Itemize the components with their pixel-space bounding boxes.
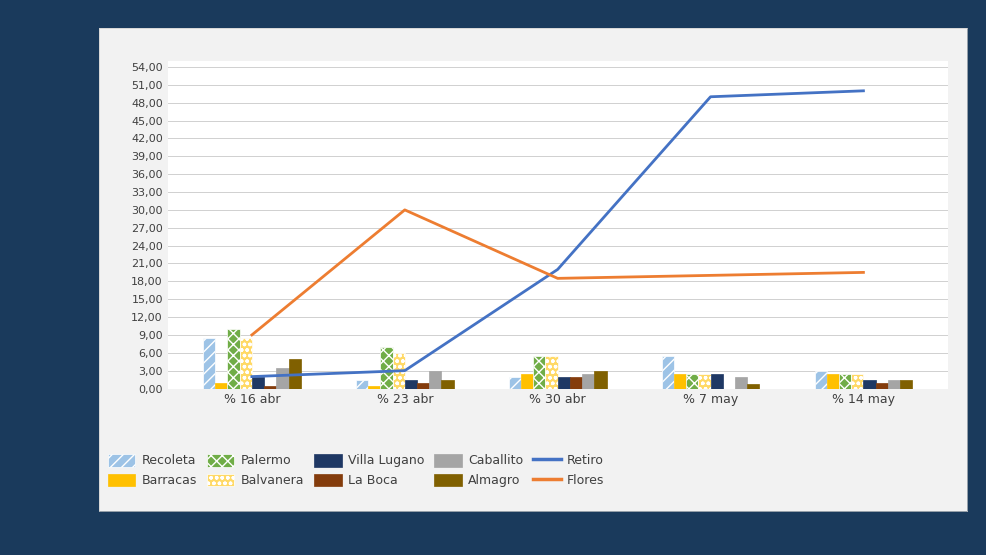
Bar <box>521 374 532 388</box>
Bar <box>813 371 826 388</box>
Bar <box>838 374 850 388</box>
Bar <box>227 329 240 388</box>
Bar <box>356 380 368 388</box>
Bar <box>875 382 887 388</box>
Bar <box>673 374 685 388</box>
Bar <box>441 380 454 388</box>
Bar <box>404 380 416 388</box>
Bar <box>569 377 582 388</box>
Bar <box>416 382 429 388</box>
Bar <box>887 380 899 388</box>
Bar <box>392 353 404 388</box>
Legend: Recoleta, Barracas, Palermo, Balvanera, Villa Lugano, La Boca, Caballito, Almagr: Recoleta, Barracas, Palermo, Balvanera, … <box>107 453 603 487</box>
Bar <box>203 338 215 388</box>
Bar <box>710 374 722 388</box>
Bar <box>276 367 288 388</box>
Bar <box>582 374 594 388</box>
Bar <box>685 374 698 388</box>
Bar <box>288 359 301 388</box>
Bar <box>380 347 392 388</box>
Bar <box>850 374 863 388</box>
Bar <box>899 380 911 388</box>
Bar <box>545 356 557 388</box>
Bar <box>746 384 758 388</box>
Bar <box>698 374 710 388</box>
Bar <box>251 377 264 388</box>
Bar <box>264 386 276 388</box>
Bar <box>557 377 569 388</box>
Bar <box>532 356 545 388</box>
Bar <box>735 377 746 388</box>
Bar <box>240 338 251 388</box>
Bar <box>594 371 606 388</box>
Bar <box>508 377 521 388</box>
Bar <box>863 380 875 388</box>
Bar <box>661 356 673 388</box>
Bar <box>368 386 380 388</box>
Bar <box>215 382 227 388</box>
Bar <box>429 371 441 388</box>
Bar <box>826 374 838 388</box>
